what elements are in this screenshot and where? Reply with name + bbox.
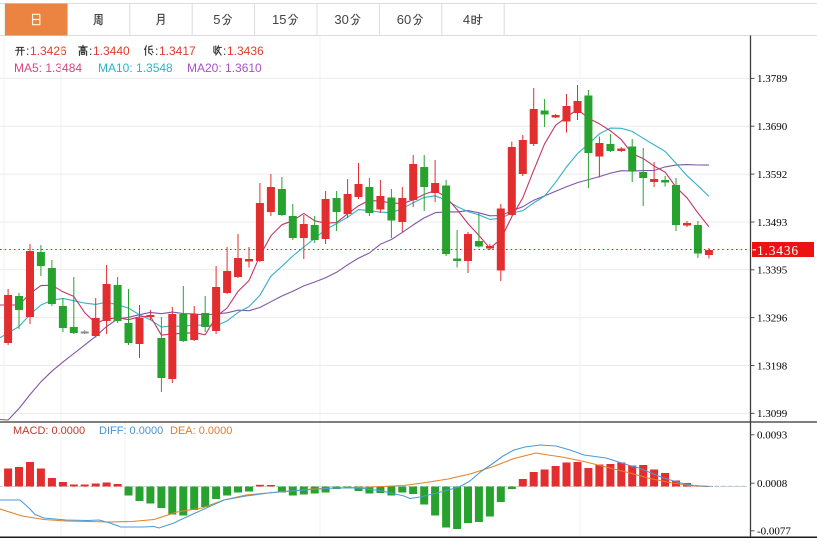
- svg-text:1.3493: 1.3493: [757, 217, 788, 229]
- svg-text:MA20: 1.3610: MA20: 1.3610: [187, 61, 262, 75]
- svg-text:1.3440: 1.3440: [93, 44, 130, 58]
- svg-text:1.3395: 1.3395: [757, 265, 788, 277]
- svg-text:1.3789: 1.3789: [757, 73, 788, 85]
- svg-text:60: 60: [397, 12, 411, 27]
- svg-text:0.0008: 0.0008: [757, 478, 788, 490]
- svg-text::: :: [26, 44, 29, 58]
- svg-text:1.3690: 1.3690: [757, 121, 788, 133]
- svg-text:MACD: 0.0000: MACD: 0.0000: [13, 425, 85, 437]
- svg-text::: :: [223, 44, 226, 58]
- svg-text:DIFF: 0.0000: DIFF: 0.0000: [99, 425, 163, 437]
- svg-text:4: 4: [463, 12, 470, 27]
- svg-text:0.0093: 0.0093: [757, 430, 788, 442]
- svg-text:-0.0077: -0.0077: [757, 526, 791, 538]
- svg-text:1.3436: 1.3436: [227, 44, 264, 58]
- svg-text:MA5: 1.3484: MA5: 1.3484: [14, 61, 82, 75]
- svg-text:30: 30: [334, 12, 348, 27]
- svg-text:1.3099: 1.3099: [757, 408, 788, 420]
- svg-text:1.3296: 1.3296: [757, 312, 788, 324]
- svg-text:1.3592: 1.3592: [757, 169, 787, 181]
- svg-text:5: 5: [213, 12, 220, 27]
- svg-text:1.3436: 1.3436: [757, 243, 799, 258]
- svg-text:1.3198: 1.3198: [757, 360, 788, 372]
- svg-text:DEA: 0.0000: DEA: 0.0000: [170, 425, 232, 437]
- svg-text:MA10: 1.3548: MA10: 1.3548: [98, 61, 173, 75]
- svg-text::: :: [89, 44, 92, 58]
- svg-text:1.3426: 1.3426: [30, 44, 67, 58]
- svg-text:15: 15: [272, 12, 286, 27]
- svg-text:1.3417: 1.3417: [159, 44, 196, 58]
- svg-text::: :: [155, 44, 158, 58]
